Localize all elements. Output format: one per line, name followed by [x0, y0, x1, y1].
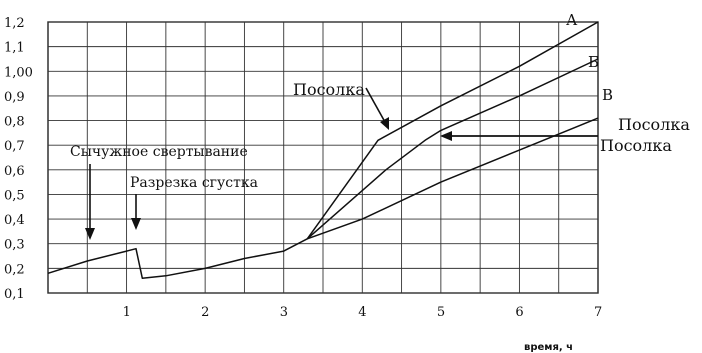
y-tick-label: 1,00	[4, 65, 33, 80]
x-tick-label: 5	[437, 305, 445, 320]
annotation-arrow-salting-1	[365, 87, 386, 123]
x-tick-label: 7	[594, 305, 602, 320]
y-tick-label: 0,1	[4, 287, 25, 302]
series-line-3	[307, 117, 599, 240]
annotation-curd-cutting: Разрезка сгустка	[130, 175, 258, 191]
y-tick-label: 0,4	[4, 213, 25, 228]
annotation-salting-2: Посолка	[618, 115, 690, 134]
y-tick-label: 0,5	[4, 188, 25, 203]
annotation-arrowhead-salting-2	[440, 131, 452, 141]
annotation-salting-3: Посолка	[600, 136, 672, 155]
series-label-a: А	[566, 11, 578, 29]
y-tick-label: 0,7	[4, 139, 25, 154]
y-tick-label: 0,2	[4, 262, 25, 277]
x-tick-label: 1	[123, 305, 131, 320]
y-tick-label: 0,8	[4, 115, 25, 130]
y-tick-label: 1,1	[4, 41, 25, 56]
x-axis-label: время, ч	[524, 342, 573, 353]
x-tick-label: 3	[280, 305, 288, 320]
annotation-arrowhead-rennet	[85, 228, 95, 240]
series-line-1	[47, 21, 599, 279]
x-axis-ticks: 1 2 3 4 5 6 7	[123, 305, 603, 320]
x-tick-label: 6	[515, 305, 523, 320]
annotation-arrowhead-cutting	[131, 218, 141, 230]
series-label-v: В	[602, 86, 613, 104]
x-tick-label: 2	[201, 305, 209, 320]
y-tick-label: 0,6	[4, 164, 25, 179]
chart-series	[47, 21, 599, 279]
annotation-salting-1: Посолка	[293, 80, 365, 99]
y-tick-label: 1,2	[4, 16, 25, 31]
y-tick-label: 0,9	[4, 90, 25, 105]
annotation-rennet-coagulation: Сычужное свертывание	[70, 144, 248, 160]
y-tick-label: 0,3	[4, 238, 25, 253]
series-line-2	[306, 58, 599, 240]
annotation-arrowhead-salting-1	[380, 117, 389, 130]
series-label-b: Б	[588, 53, 599, 71]
y-axis-ticks: 0,1 0,2 0,3 0,4 0,5 0,6 0,7 0,8 0,9 1,00 1,1 1,2	[4, 16, 33, 302]
x-tick-label: 4	[358, 305, 366, 320]
